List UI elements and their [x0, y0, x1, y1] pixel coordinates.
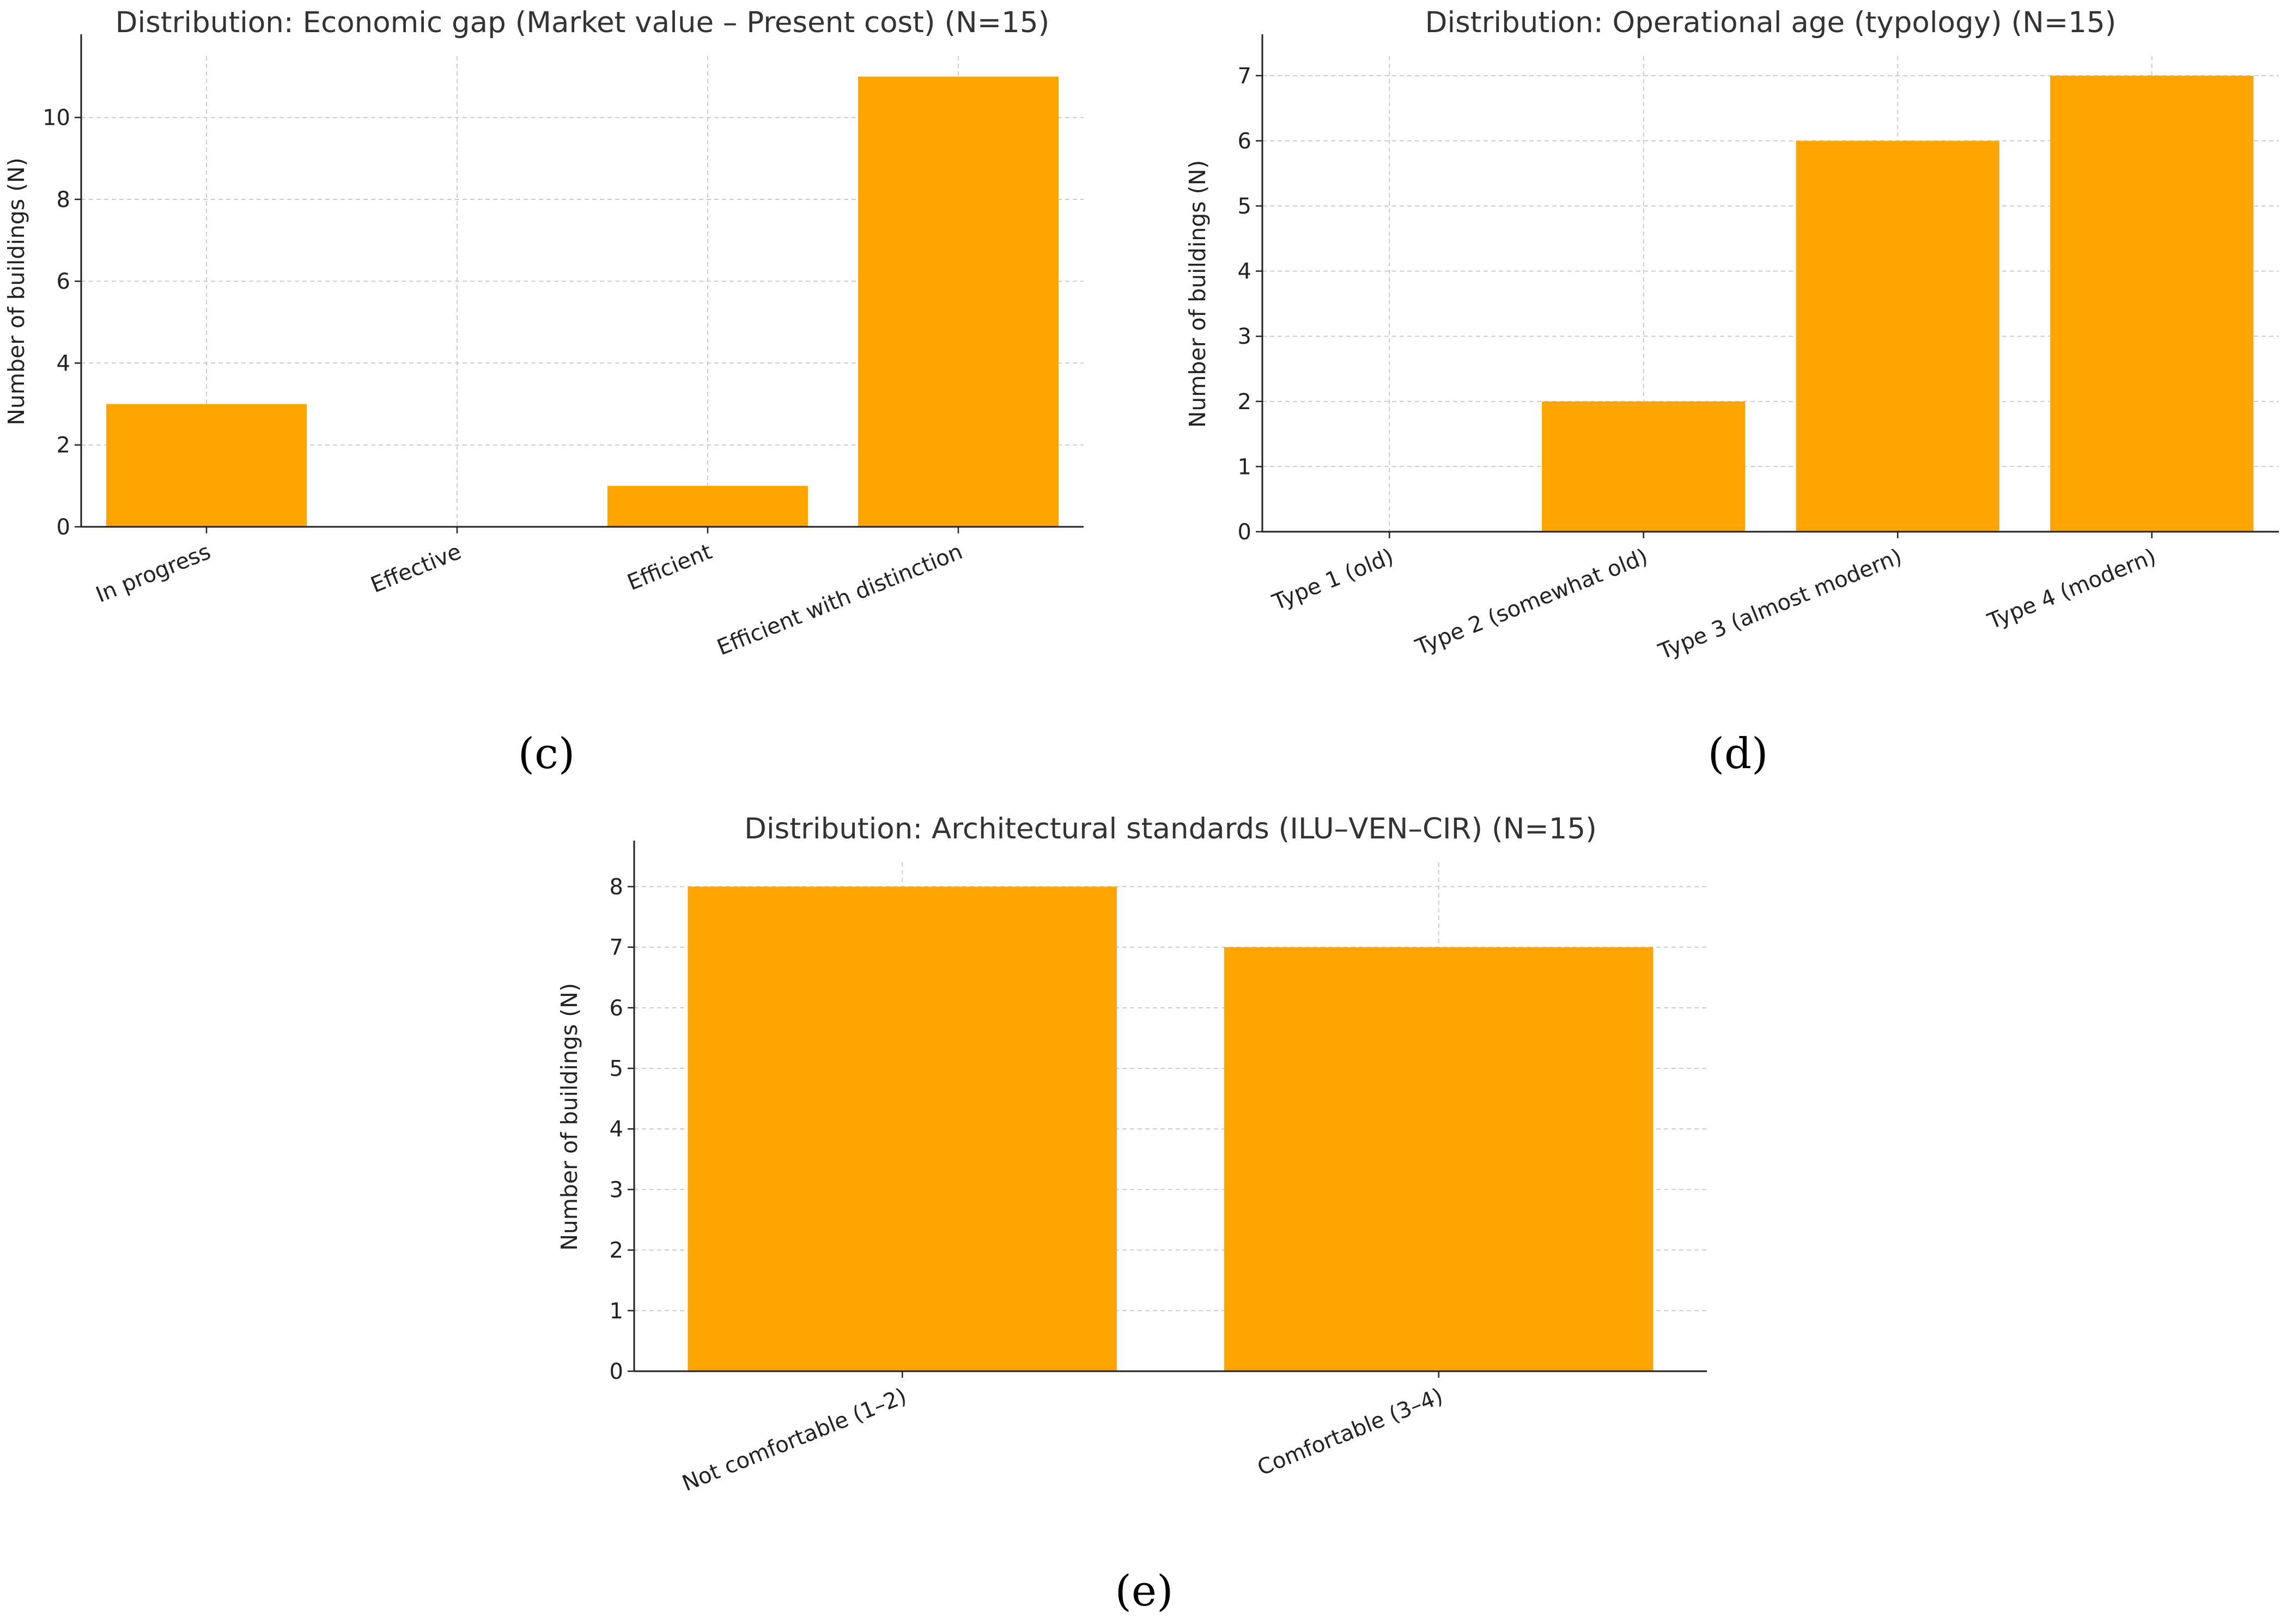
y-tick-label: 2 — [610, 1238, 623, 1263]
bar — [688, 886, 1117, 1371]
y-tick-label: 2 — [57, 433, 70, 458]
y-tick-label: 5 — [610, 1056, 623, 1081]
y-tick-label: 3 — [1238, 324, 1251, 349]
bar — [607, 485, 808, 527]
y-tick-label: 0 — [57, 515, 70, 540]
y-tick-label: 3 — [610, 1177, 623, 1202]
bar — [2050, 75, 2254, 532]
y-tick-label: 7 — [610, 935, 623, 960]
chart-title: Distribution: Economic gap (Market value… — [115, 6, 1050, 39]
bar — [1224, 947, 1653, 1371]
y-tick-label: 6 — [57, 269, 70, 294]
y-tick-label: 4 — [1238, 259, 1251, 284]
panel-label-c: (c) — [518, 729, 575, 778]
y-axis-label: Number of buildings (N) — [3, 157, 29, 425]
bar — [1796, 141, 1999, 532]
bar — [106, 404, 307, 527]
y-tick-label: 6 — [1238, 129, 1251, 154]
y-tick-label: 5 — [1238, 194, 1251, 219]
y-tick-label: 8 — [57, 187, 70, 212]
x-tick-label: Not comfortable (1–2) — [679, 1384, 910, 1497]
y-tick-label: 8 — [610, 874, 623, 899]
chart-title: Distribution: Architectural standards (I… — [744, 812, 1597, 846]
y-tick-label: 1 — [610, 1299, 623, 1324]
x-tick-label: Comfortable (3–4) — [1254, 1384, 1446, 1481]
panel-label-e: (e) — [1115, 1567, 1174, 1616]
bar — [1542, 401, 1746, 532]
y-tick-label: 10 — [42, 106, 70, 131]
y-tick-label: 4 — [57, 351, 70, 376]
y-tick-label: 0 — [610, 1359, 623, 1384]
chart-title: Distribution: Operational age (typology)… — [1425, 6, 2117, 39]
bar — [858, 76, 1059, 527]
y-axis-label: Number of buildings (N) — [1184, 160, 1211, 428]
y-tick-label: 6 — [610, 996, 623, 1021]
chart-architectural-standards: 0 1 2 3 4 5 6 7 8 Not comfortable (1–2) Comfortabl… — [556, 812, 1707, 1497]
y-tick-label: 7 — [1238, 64, 1251, 89]
panel-label-d: (d) — [1707, 729, 1768, 778]
y-axis-label: Number of buildings (N) — [556, 983, 582, 1251]
y-tick-label: 1 — [1238, 454, 1251, 479]
y-tick-label: 2 — [1238, 390, 1251, 415]
y-tick-label: 4 — [610, 1117, 623, 1142]
y-tick-label: 0 — [1238, 520, 1251, 545]
